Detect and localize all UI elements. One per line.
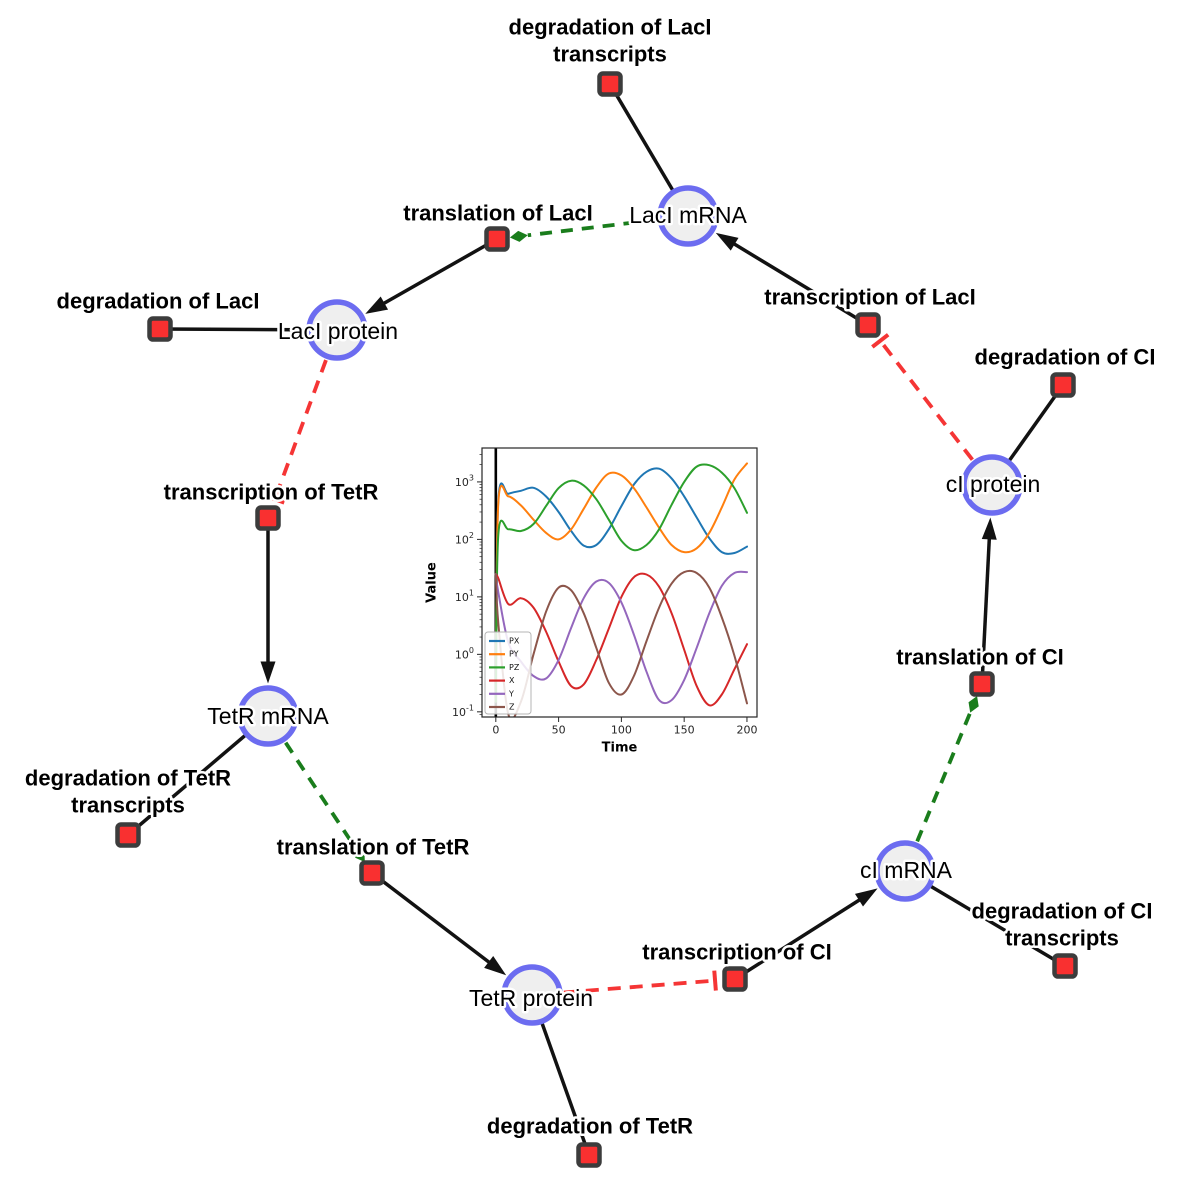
legend-label-PX: PX — [509, 637, 520, 646]
axis-ticks: 103 102 101 100 10-1 0 50 100 150 200 — [452, 454, 757, 737]
series-PY — [494, 462, 748, 703]
edge-laci-mrna-translation-laci-diamond — [509, 230, 528, 242]
species-node-laci-mrna — [657, 185, 719, 247]
edge-ci-mrna-deg-ci-transcripts — [904, 869, 1066, 968]
edge-tetr-mrna-translation-tetr-diamond — [354, 847, 365, 863]
series-Y — [494, 570, 748, 705]
edge-ci-mrna-translation-ci-diamond — [968, 696, 979, 713]
legend-label-Y: Y — [508, 689, 514, 698]
x-tick-label: 150 — [674, 724, 695, 737]
tetr-protein-label: TetR protein — [469, 985, 593, 1011]
series-PZ — [494, 463, 748, 703]
edge-transcription-tetr-tetr-mrna-arrowhead — [260, 661, 276, 684]
reaction-node-deg-tetr — [576, 1142, 602, 1168]
transcription-ci-label: transcription of CI — [642, 940, 831, 965]
edge-translation-ci-ci-protein-arrowhead — [981, 517, 997, 540]
deg-ci-label: degradation of CI — [975, 345, 1156, 370]
edge-ci-protein-transcription-laci — [881, 343, 974, 461]
reaction-node-transcription-tetr — [255, 505, 281, 531]
deg-laci-transcripts-label: transcripts — [553, 42, 667, 67]
chart-legend: PX PY PZ XYZ — [484, 631, 532, 715]
edge-transcription-laci-laci-mrna-arrowhead — [715, 232, 739, 251]
edge-tetr-protein-transcription-ci — [563, 979, 711, 995]
legend-label-PZ: PZ — [509, 663, 520, 672]
ci-mrna-label: cI mRNA — [860, 857, 953, 883]
edge-laci-protein-transcription-tetr — [274, 359, 328, 496]
edge-translation-tetr-tetr-protein — [370, 871, 498, 970]
translation-tetr-label: translation of TetR — [277, 835, 470, 860]
deg-laci-transcripts-label: degradation of LacI — [509, 15, 712, 40]
translation-laci-label: translation of LacI — [403, 201, 592, 226]
species-node-tetr-mrna — [237, 685, 299, 747]
legend-label-Z: Z — [509, 703, 515, 712]
x-tick-label: 0 — [492, 724, 499, 737]
edge-translation-laci-laci-protein — [374, 237, 498, 310]
edge-translation-ci-ci-protein — [980, 529, 992, 685]
deg-tetr-transcripts-label: degradation of TetR — [25, 766, 231, 791]
y-tick-label: 101 — [455, 588, 474, 604]
reaction-node-deg-laci-transcripts — [597, 71, 623, 97]
y-tick-label: 100 — [455, 645, 474, 661]
tetr-mrna-label: TetR mRNA — [207, 703, 329, 729]
species-node-ci-protein — [961, 454, 1023, 516]
edge-translation-laci-laci-protein-arrowhead — [365, 296, 389, 314]
edge-ci-mrna-translation-ci — [915, 711, 972, 843]
axes-frame — [481, 447, 758, 718]
edge-transcription-laci-laci-mrna — [725, 237, 869, 327]
series-X — [494, 572, 748, 707]
species-node-tetr-protein — [501, 964, 563, 1026]
series-Z — [494, 569, 748, 717]
reaction-node-transcription-ci — [722, 966, 748, 992]
reaction-node-deg-ci — [1050, 372, 1076, 398]
legend-label-X: X — [509, 676, 515, 685]
reaction-node-translation-ci — [969, 671, 995, 697]
laci-protein-label: LacI protein — [278, 318, 398, 344]
edge-translation-tetr-tetr-protein-arrowhead — [484, 955, 507, 976]
edge-tetr-protein-transcription-ci-tbar — [712, 970, 718, 991]
y-tick-label: 103 — [455, 473, 474, 489]
edge-transcription-ci-ci-mrna — [734, 893, 869, 981]
series-layer — [494, 448, 748, 717]
transcription-laci-label: transcription of LacI — [764, 285, 975, 310]
reaction-node-deg-ci-transcripts — [1052, 953, 1078, 979]
legend-box — [484, 631, 532, 715]
x-tick-label: 200 — [736, 724, 757, 737]
labels-layer: degradation of LacItranscriptstranslatio… — [22, 12, 1158, 1141]
reaction-node-translation-laci — [484, 226, 510, 252]
edge-laci-mrna-translation-laci — [527, 217, 657, 238]
edge-transcription-ci-ci-mrna-arrowhead — [854, 888, 878, 907]
deg-ci-transcripts-label: degradation of CI — [972, 899, 1153, 924]
deg-tetr-transcripts-label: transcripts — [71, 793, 185, 818]
x-axis-label: Time — [602, 741, 638, 756]
edges-layer — [126, 83, 1066, 1156]
species-node-ci-mrna — [874, 840, 936, 902]
deg-tetr-label: degradation of TetR — [487, 1114, 693, 1139]
edge-tetr-mrna-translation-tetr — [284, 741, 357, 849]
y-axis-label: Value — [425, 562, 440, 603]
edge-ci-protein-transcription-laci-tbar — [871, 333, 890, 349]
laci-mrna-label: LacI mRNA — [629, 202, 747, 228]
translation-ci-label: translation of CI — [896, 645, 1063, 670]
series-PX — [494, 467, 748, 703]
reaction-node-deg-tetr-transcripts — [115, 822, 141, 848]
legend-label-PY: PY — [509, 650, 519, 659]
y-tick-label: 102 — [455, 530, 474, 546]
y-tick-label: 10-1 — [452, 703, 474, 719]
reaction-node-transcription-laci — [855, 312, 881, 338]
x-tick-label: 50 — [552, 724, 566, 737]
simulation-chart-inset: 103 102 101 100 10-1 0 50 100 150 200 Time Value PX P… — [420, 433, 770, 763]
ci-protein-label: cI protein — [946, 471, 1041, 497]
deg-ci-transcripts-label: transcripts — [1005, 926, 1119, 951]
edge-laci-protein-transcription-tetr-tbar — [264, 493, 285, 505]
transcription-tetr-label: transcription of TetR — [164, 480, 379, 505]
nodes-layer — [115, 71, 1078, 1168]
deg-laci-label: degradation of LacI — [57, 289, 260, 314]
species-node-laci-protein — [306, 299, 368, 361]
x-tick-label: 100 — [611, 724, 632, 737]
reaction-node-deg-laci — [147, 316, 173, 342]
reaction-node-translation-tetr — [359, 860, 385, 886]
